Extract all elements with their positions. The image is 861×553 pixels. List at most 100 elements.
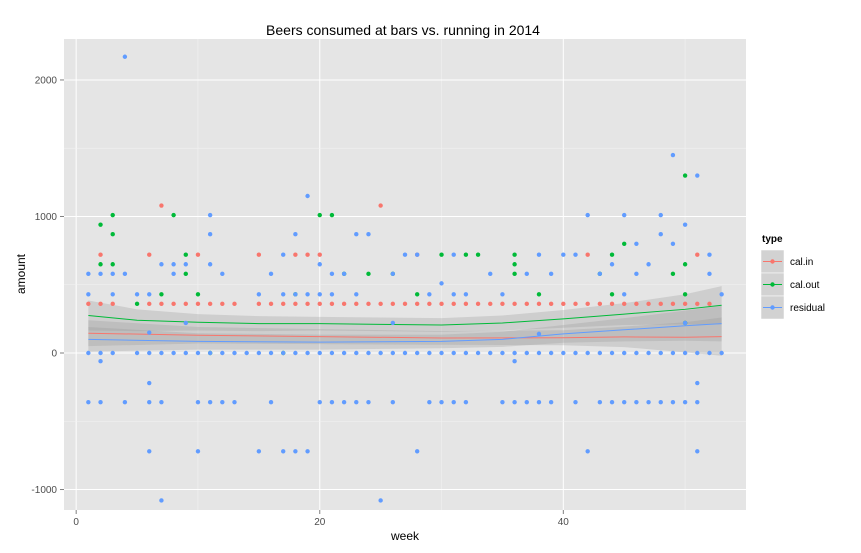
residual-point: [378, 498, 383, 503]
residual-point: [256, 449, 262, 454]
residual-point: [524, 271, 529, 277]
cal.in-point: [561, 301, 566, 307]
residual-point: [536, 252, 542, 257]
residual-point: [695, 399, 700, 405]
residual-point: [646, 262, 651, 267]
cal.in-point: [378, 203, 383, 208]
y-axis-ticks: -1000 0 1000 2000: [31, 75, 64, 496]
cal.in-point: [378, 301, 383, 307]
cal.in-point: [305, 301, 310, 307]
cal.out-point: [183, 271, 188, 277]
legend-label-residual: residual: [790, 303, 825, 314]
residual-point: [512, 350, 517, 356]
residual-point: [98, 350, 103, 356]
residual-point: [500, 292, 505, 297]
cal.in-point: [329, 301, 335, 307]
residual-point: [195, 449, 201, 454]
residual-point: [317, 350, 322, 356]
residual-point: [366, 399, 371, 405]
cal.out-point: [682, 262, 688, 267]
cal.out-point: [682, 173, 688, 178]
residual-point: [439, 350, 444, 356]
cal.out-point: [159, 292, 164, 297]
cal.in-point: [488, 301, 493, 307]
residual-point: [707, 350, 712, 356]
residual-point: [122, 54, 128, 59]
residual-point: [573, 252, 578, 257]
cal.out-point: [414, 292, 420, 297]
cal.in-point: [159, 203, 164, 208]
residual-point: [366, 232, 371, 237]
residual-point: [670, 399, 676, 405]
cal.in-point: [585, 252, 590, 257]
cal.out-point: [183, 252, 188, 257]
residual-point: [171, 350, 176, 356]
residual-point: [281, 449, 286, 454]
cal.in-point: [536, 301, 542, 307]
residual-point: [268, 271, 274, 277]
chart-title: Beers consumed at bars vs. running in 20…: [266, 22, 540, 38]
residual-point: [695, 380, 700, 386]
residual-point: [646, 350, 651, 356]
cal.out-point: [439, 252, 444, 257]
residual-point: [427, 399, 432, 405]
residual-point: [293, 292, 298, 297]
residual-point: [195, 350, 201, 356]
cal.in-point: [147, 252, 152, 257]
residual-point: [341, 271, 347, 277]
residual-point: [646, 399, 651, 405]
residual-point: [548, 271, 554, 277]
residual-point: [548, 399, 554, 405]
cal.out-smooth-line: [88, 304, 722, 326]
residual-point: [390, 271, 396, 277]
residual-point: [622, 399, 627, 405]
cal.in-point: [439, 301, 444, 307]
residual-point: [609, 350, 615, 356]
residual-point: [207, 212, 213, 218]
residual-point: [439, 399, 444, 405]
residual-point: [548, 350, 554, 356]
residual-point: [98, 399, 103, 405]
cal.in-point: [341, 301, 347, 307]
residual-point: [609, 262, 615, 267]
residual-point: [341, 350, 347, 356]
residual-point: [414, 252, 420, 257]
residual-point: [293, 449, 298, 454]
cal.in-point: [256, 301, 262, 307]
residual-point: [719, 350, 724, 356]
cal.in-point: [414, 301, 420, 307]
residual-point: [451, 399, 456, 405]
residual-point: [634, 271, 639, 277]
legend-key-point: [770, 305, 775, 310]
cal.in-point: [707, 301, 712, 307]
residual-point: [329, 292, 335, 297]
residual-point: [622, 212, 627, 218]
grid: [64, 39, 746, 510]
residual-point: [707, 271, 712, 277]
residual-point: [110, 271, 115, 277]
cal.in-point: [573, 301, 578, 307]
cal.out-point: [512, 252, 517, 257]
cal.in-point: [682, 301, 688, 307]
residual-point: [354, 232, 359, 237]
cal.in-point: [183, 301, 188, 307]
cal.in-point: [512, 301, 517, 307]
cal.in-point: [207, 301, 213, 307]
residual-point: [268, 399, 274, 405]
cal.in-point: [147, 301, 152, 307]
cal.out-point: [195, 292, 201, 297]
cal.out-point: [317, 212, 322, 218]
residual-point: [682, 350, 688, 356]
cal.in-point: [232, 301, 237, 307]
residual-point: [183, 320, 188, 326]
residual-point: [390, 320, 396, 326]
x-tick-label: 0: [73, 517, 79, 528]
residual-point: [634, 241, 639, 246]
residual-point: [305, 350, 310, 356]
residual-point: [86, 350, 91, 356]
cal.in-smooth-line: [88, 332, 722, 339]
x-axis-ticks: 0 20 40: [73, 510, 569, 528]
residual-point: [707, 252, 712, 257]
residual-point: [159, 498, 164, 503]
